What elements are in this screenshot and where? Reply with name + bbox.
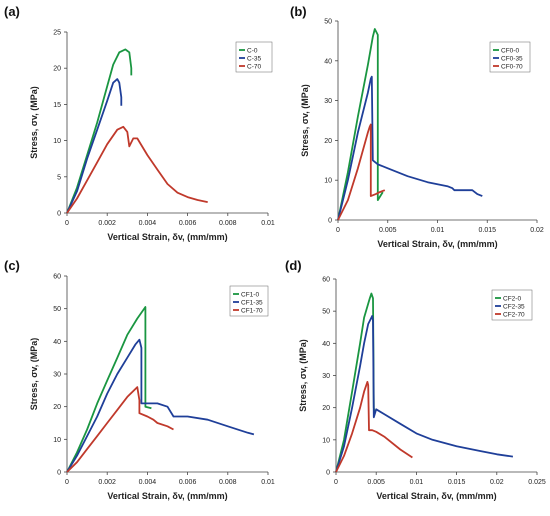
y-tick-label: 40 [324, 58, 332, 65]
series-line-cf2-0 [335, 292, 376, 473]
x-tick-label: 0 [65, 479, 69, 486]
y-tick-label: 10 [53, 437, 61, 444]
chart-panel-1: (a) 0 0.002 0.004 0.006 0.008 0.01 0 5 10 15 20 25 Ve… [4, 4, 275, 242]
y-tick-label: 10 [324, 178, 332, 185]
x-tick-label: 0.002 [98, 220, 116, 227]
series-line-cf2-70 [335, 381, 413, 473]
x-tick-label: 0.025 [528, 479, 546, 486]
x-tick-label: 0.015 [448, 479, 466, 486]
y-axis-title: Stress, σv, (MPa) [29, 86, 39, 159]
panel-label: (b) [290, 4, 307, 19]
series-line-cf0-70 [337, 123, 386, 221]
chart-panel-4: (d) 0 0.005 0.01 0.015 0.02 0.025 0 10 20 30 40 50 60… [285, 258, 546, 501]
legend-label: C-70 [247, 63, 261, 70]
y-tick-label: 0 [57, 211, 61, 218]
y-tick-label: 0 [326, 470, 330, 477]
series-line-cf1-70 [66, 386, 174, 473]
legend-box [491, 289, 533, 321]
y-tick-label: 30 [322, 373, 330, 380]
y-tick-label: 30 [324, 98, 332, 105]
x-tick-label: 0.02 [490, 479, 504, 486]
x-tick-label: 0.002 [98, 479, 116, 486]
y-tick-label: 50 [53, 306, 61, 313]
series-line-cf1-0 [66, 306, 152, 473]
y-tick-label: 50 [324, 19, 332, 26]
x-tick-label: 0.01 [261, 220, 275, 227]
y-tick-label: 5 [57, 174, 61, 181]
legend-label: CF2-0 [503, 295, 521, 302]
y-axis-title: Stress, σv, (MPa) [300, 84, 310, 157]
panel-label: (c) [4, 258, 20, 273]
legend-label: CF1-0 [241, 291, 259, 298]
x-tick-label: 0.004 [139, 220, 157, 227]
y-axis-title: Stress, σv, (MPa) [29, 338, 39, 411]
y-tick-label: 10 [322, 437, 330, 444]
y-axis-title: Stress, σv, (MPa) [298, 339, 308, 412]
x-tick-label: 0.008 [219, 220, 237, 227]
y-tick-label: 20 [53, 66, 61, 73]
x-axis-title: Vertical Strain, δv, (mm/mm) [107, 491, 227, 501]
y-tick-label: 20 [322, 405, 330, 412]
legend-label: CF0-0 [501, 47, 519, 54]
x-tick-label: 0.01 [261, 479, 275, 486]
series-line-cf1-35 [66, 338, 255, 473]
x-tick-label: 0 [336, 227, 340, 234]
legend-label: CF0-70 [501, 63, 523, 70]
x-axis-title: Vertical Strain, δv, (mm/mm) [377, 239, 497, 249]
x-tick-label: 0.006 [179, 220, 197, 227]
legend-box [235, 41, 273, 73]
y-tick-label: 20 [324, 138, 332, 145]
chart-panel-3: (c) 0 0.002 0.004 0.006 0.008 0.01 0 10 20 30 40 50 6… [4, 258, 275, 501]
y-tick-label: 30 [53, 372, 61, 379]
chart-panel-2: (b) 0 0.005 0.01 0.015 0.02 0 10 20 30 40 50 Vertica… [290, 4, 544, 249]
y-tick-label: 25 [53, 30, 61, 37]
y-tick-label: 0 [57, 470, 61, 477]
x-tick-label: 0 [65, 220, 69, 227]
series-line-cf0-0 [337, 28, 384, 221]
y-tick-label: 40 [53, 339, 61, 346]
y-tick-label: 60 [53, 274, 61, 281]
x-axis-title: Vertical Strain, δv, (mm/mm) [107, 232, 227, 242]
legend: C-0C-35C-70 [235, 41, 273, 73]
x-tick-label: 0.005 [367, 479, 385, 486]
y-tick-label: 50 [322, 309, 330, 316]
x-tick-label: 0.01 [410, 479, 424, 486]
legend-label: CF1-70 [241, 307, 263, 314]
y-tick-label: 0 [328, 218, 332, 225]
legend-label: CF2-35 [503, 303, 525, 310]
legend-box [489, 41, 531, 73]
x-tick-label: 0 [334, 479, 338, 486]
panel-label: (d) [285, 258, 302, 273]
legend-label: C-0 [247, 47, 258, 54]
legend-label: C-35 [247, 55, 261, 62]
series-line-cf2-35 [335, 315, 514, 473]
x-tick-label: 0.005 [379, 227, 397, 234]
y-tick-label: 40 [322, 341, 330, 348]
x-tick-label: 0.006 [179, 479, 197, 486]
x-tick-label: 0.015 [478, 227, 496, 234]
legend-label: CF2-70 [503, 311, 525, 318]
panel-label: (a) [4, 4, 20, 19]
x-tick-label: 0.01 [431, 227, 445, 234]
legend-label: CF1-35 [241, 299, 263, 306]
legend-box [229, 285, 269, 317]
x-tick-label: 0.02 [530, 227, 544, 234]
y-tick-label: 15 [53, 102, 61, 109]
x-tick-label: 0.008 [219, 479, 237, 486]
y-tick-label: 60 [322, 277, 330, 284]
x-tick-label: 0.004 [139, 479, 157, 486]
series-line-c-35 [66, 78, 123, 214]
legend-label: CF0-35 [501, 55, 523, 62]
series-line-cf0-35 [337, 75, 483, 221]
y-tick-label: 10 [53, 138, 61, 145]
series-line-c-0 [66, 48, 133, 214]
y-tick-label: 20 [53, 404, 61, 411]
series-line-c-70 [66, 125, 208, 214]
x-axis-title: Vertical Strain, δv, (mm/mm) [376, 491, 496, 501]
